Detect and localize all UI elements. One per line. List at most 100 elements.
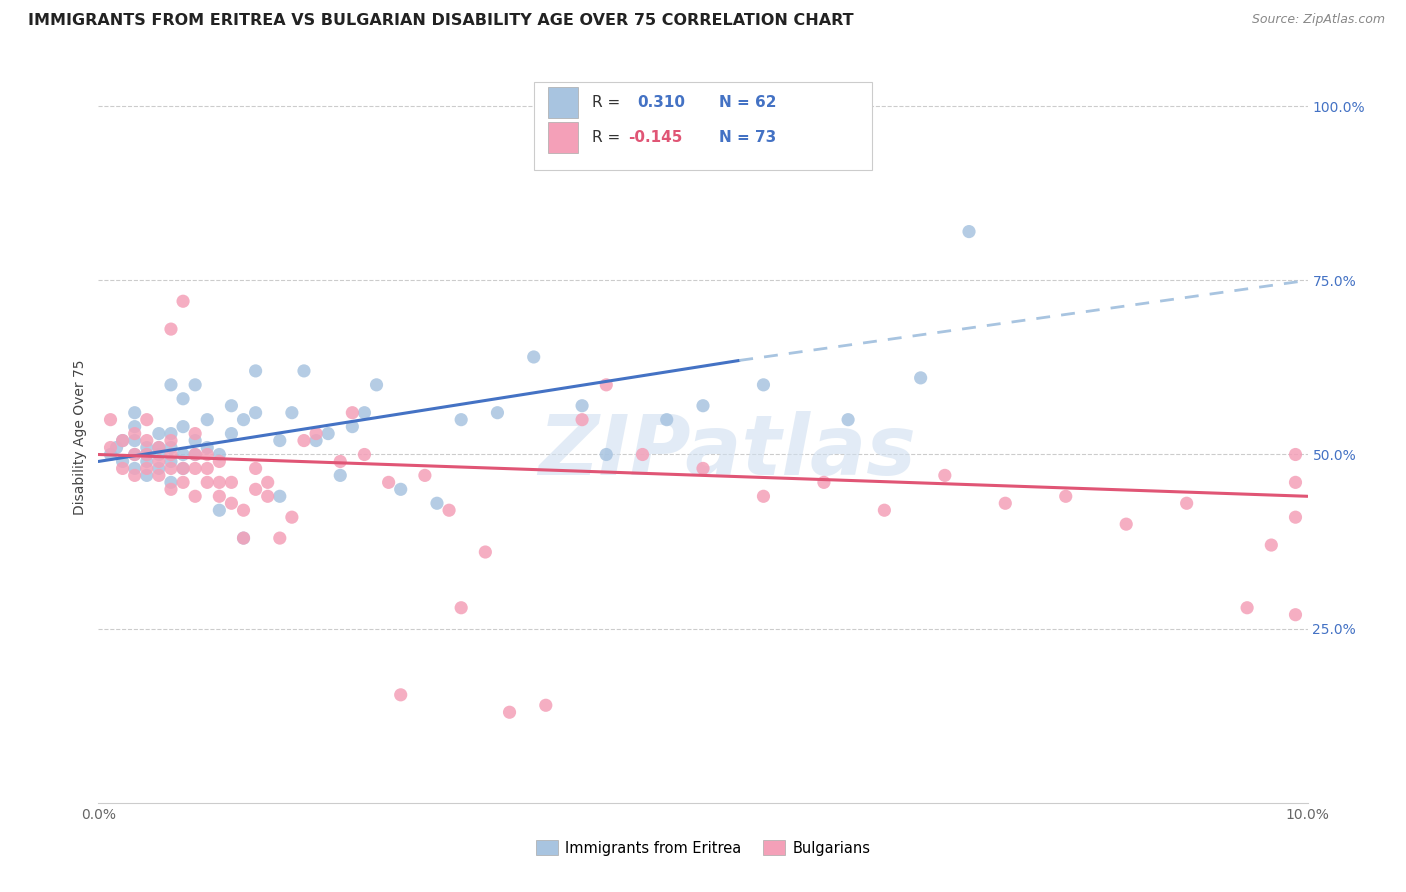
- Y-axis label: Disability Age Over 75: Disability Age Over 75: [73, 359, 87, 515]
- Point: [148, 468, 170, 483]
- Point: [160, 454, 183, 468]
- Point: [148, 441, 170, 455]
- Point: [124, 434, 146, 448]
- Point: [208, 448, 231, 462]
- Point: [135, 434, 157, 448]
- Point: [245, 483, 267, 497]
- Point: [135, 448, 157, 462]
- Point: [148, 454, 170, 468]
- Point: [377, 475, 399, 490]
- Point: [269, 531, 291, 545]
- Point: [934, 468, 956, 483]
- Point: [172, 461, 194, 475]
- Point: [135, 468, 157, 483]
- Point: [813, 475, 835, 490]
- Point: [195, 461, 218, 475]
- Point: [111, 434, 134, 448]
- Point: [498, 705, 520, 719]
- Point: [184, 448, 207, 462]
- Point: [124, 406, 146, 420]
- Text: 0.310: 0.310: [638, 95, 686, 111]
- Point: [160, 461, 183, 475]
- Point: [148, 426, 170, 441]
- Point: [172, 294, 194, 309]
- Point: [135, 461, 157, 475]
- Point: [111, 454, 134, 468]
- Point: [208, 503, 231, 517]
- Point: [160, 483, 183, 497]
- Point: [172, 448, 194, 462]
- Text: -0.145: -0.145: [628, 129, 682, 145]
- Point: [100, 412, 122, 426]
- Point: [353, 448, 375, 462]
- Point: [450, 412, 472, 426]
- Point: [837, 412, 859, 426]
- Point: [389, 483, 412, 497]
- Point: [160, 434, 183, 448]
- Point: [160, 475, 183, 490]
- Point: [305, 426, 328, 441]
- Point: [1284, 607, 1306, 622]
- Point: [269, 434, 291, 448]
- Point: [124, 468, 146, 483]
- Point: [232, 503, 254, 517]
- Point: [256, 489, 278, 503]
- Point: [160, 322, 183, 336]
- Point: [281, 510, 304, 524]
- Point: [450, 600, 472, 615]
- Text: IMMIGRANTS FROM ERITREA VS BULGARIAN DISABILITY AGE OVER 75 CORRELATION CHART: IMMIGRANTS FROM ERITREA VS BULGARIAN DIS…: [28, 13, 853, 29]
- Point: [232, 412, 254, 426]
- Point: [873, 503, 896, 517]
- Point: [148, 461, 170, 475]
- Point: [692, 461, 714, 475]
- Point: [1054, 489, 1077, 503]
- Point: [329, 468, 352, 483]
- Point: [124, 419, 146, 434]
- Text: R =: R =: [592, 129, 624, 145]
- Point: [135, 441, 157, 455]
- Point: [172, 419, 194, 434]
- Point: [111, 461, 134, 475]
- Point: [184, 426, 207, 441]
- Point: [184, 448, 207, 462]
- Point: [366, 377, 388, 392]
- Point: [353, 406, 375, 420]
- Point: [631, 448, 654, 462]
- Point: [124, 461, 146, 475]
- Text: R =: R =: [592, 95, 624, 111]
- Point: [135, 412, 157, 426]
- Point: [292, 434, 315, 448]
- Point: [256, 475, 278, 490]
- Point: [474, 545, 496, 559]
- Point: [135, 448, 157, 462]
- Point: [195, 412, 218, 426]
- Point: [100, 448, 122, 462]
- Point: [124, 426, 146, 441]
- Point: [160, 426, 183, 441]
- Point: [486, 406, 509, 420]
- Point: [752, 377, 775, 392]
- Point: [571, 399, 593, 413]
- Point: [105, 441, 128, 455]
- Point: [1115, 517, 1137, 532]
- Point: [534, 698, 557, 713]
- Point: [124, 448, 146, 462]
- Point: [184, 377, 207, 392]
- Point: [305, 434, 328, 448]
- Point: [195, 448, 218, 462]
- Point: [208, 475, 231, 490]
- Point: [994, 496, 1017, 510]
- Point: [595, 377, 617, 392]
- Point: [655, 412, 678, 426]
- Point: [426, 496, 449, 510]
- Point: [281, 406, 304, 420]
- Point: [172, 475, 194, 490]
- Point: [316, 426, 339, 441]
- Point: [221, 426, 243, 441]
- Point: [1260, 538, 1282, 552]
- Point: [111, 434, 134, 448]
- Point: [523, 350, 546, 364]
- Point: [221, 399, 243, 413]
- Point: [160, 441, 183, 455]
- Point: [910, 371, 932, 385]
